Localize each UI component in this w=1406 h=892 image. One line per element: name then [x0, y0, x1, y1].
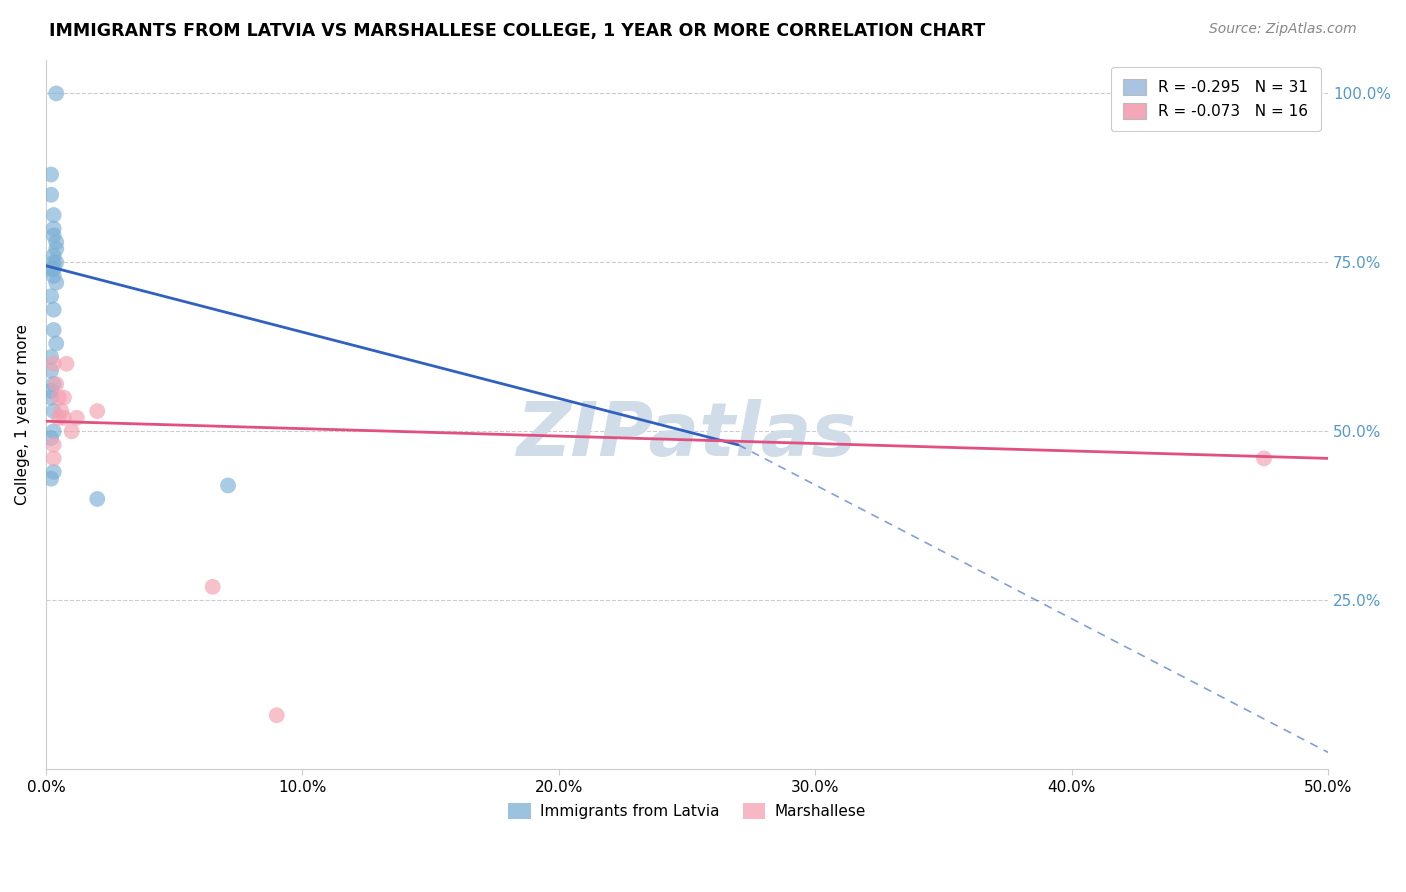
Point — [39, 350, 62, 364]
Point — [42, 438, 65, 452]
Point — [52, 410, 75, 425]
Point — [39, 391, 62, 405]
Point — [66, 410, 89, 425]
Point — [39, 289, 62, 303]
Point — [42, 451, 65, 466]
Point — [86, 404, 108, 418]
Point — [45, 276, 67, 290]
Point — [42, 465, 65, 479]
Point — [42, 255, 65, 269]
Point — [42, 404, 65, 418]
Point — [42, 268, 65, 283]
Point — [42, 323, 65, 337]
Point — [60, 425, 83, 439]
Point — [201, 580, 224, 594]
Point — [55, 357, 77, 371]
Point — [42, 357, 65, 371]
Point — [42, 425, 65, 439]
Point — [42, 262, 65, 277]
Text: ZIPatlas: ZIPatlas — [517, 400, 858, 472]
Point — [39, 363, 62, 377]
Point — [39, 472, 62, 486]
Point — [42, 228, 65, 243]
Point — [42, 377, 65, 392]
Point — [45, 235, 67, 249]
Point — [45, 87, 67, 101]
Point — [45, 255, 67, 269]
Point — [266, 708, 288, 723]
Point — [39, 187, 62, 202]
Point — [39, 168, 62, 182]
Legend: Immigrants from Latvia, Marshallese: Immigrants from Latvia, Marshallese — [502, 797, 872, 825]
Text: Source: ZipAtlas.com: Source: ZipAtlas.com — [1209, 22, 1357, 37]
Point — [42, 249, 65, 263]
Y-axis label: College, 1 year or more: College, 1 year or more — [15, 324, 30, 505]
Point — [48, 410, 70, 425]
Point — [39, 384, 62, 398]
Point — [48, 391, 70, 405]
Point — [52, 391, 75, 405]
Point — [39, 431, 62, 445]
Point — [45, 242, 67, 256]
Point — [42, 221, 65, 235]
Point — [1253, 451, 1275, 466]
Point — [42, 302, 65, 317]
Point — [45, 336, 67, 351]
Point — [39, 262, 62, 277]
Point — [51, 404, 73, 418]
Point — [42, 208, 65, 222]
Point — [217, 478, 239, 492]
Point — [45, 377, 67, 392]
Text: IMMIGRANTS FROM LATVIA VS MARSHALLESE COLLEGE, 1 YEAR OR MORE CORRELATION CHART: IMMIGRANTS FROM LATVIA VS MARSHALLESE CO… — [49, 22, 986, 40]
Point — [86, 491, 108, 506]
